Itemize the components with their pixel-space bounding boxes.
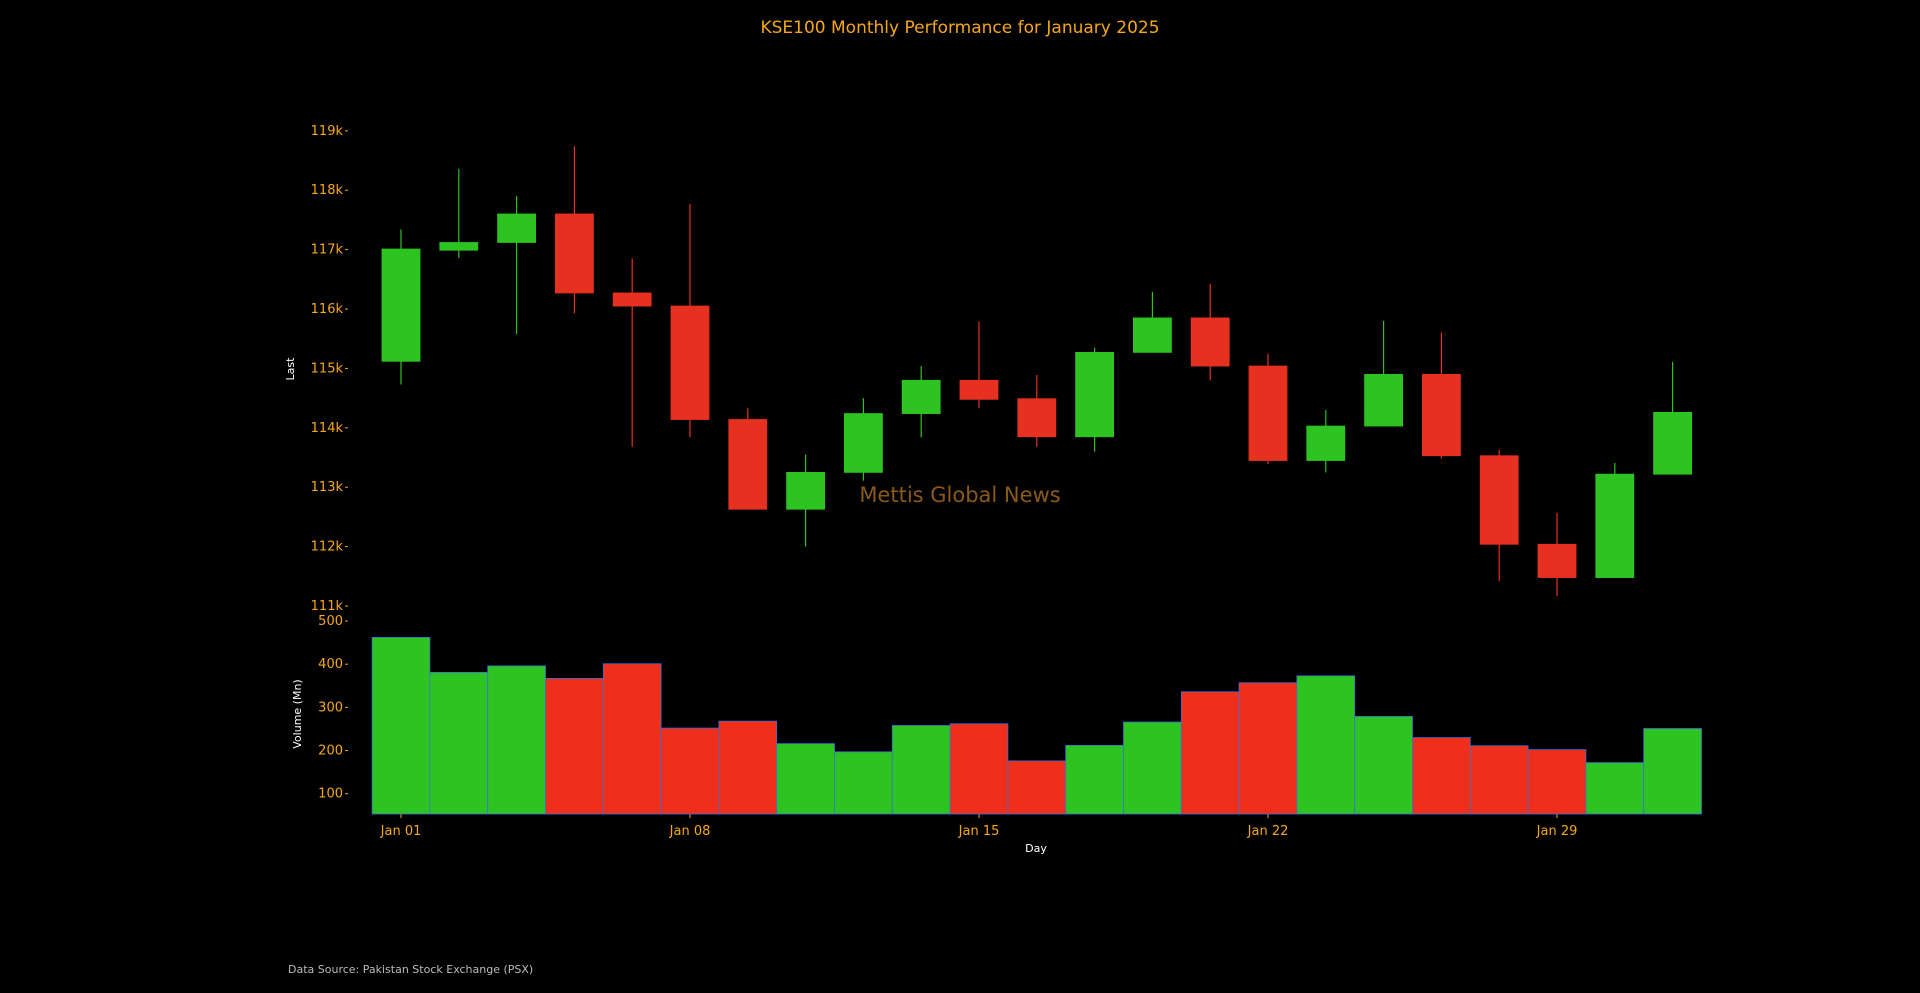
x-tick-label: Jan 22 xyxy=(1247,824,1289,839)
candle-body xyxy=(901,379,941,414)
volume-bar xyxy=(1354,716,1413,815)
volume-bar xyxy=(949,723,1009,815)
candle-body xyxy=(1537,543,1577,578)
volume-bar xyxy=(1412,737,1471,815)
volume-bar xyxy=(1643,728,1702,815)
volume-bar xyxy=(1123,721,1182,815)
price-tick-label: 115k xyxy=(311,361,344,376)
price-tick-label: 118k xyxy=(311,183,344,198)
volume-bar xyxy=(776,743,835,815)
candlesticks xyxy=(381,146,1692,596)
volume-bar xyxy=(718,720,778,815)
x-tick-label: Jan 01 xyxy=(380,824,422,839)
volume-bar xyxy=(1469,745,1529,815)
price-tick-label: 119k xyxy=(311,124,344,139)
candle-body xyxy=(1422,373,1461,457)
volume-bar xyxy=(1180,691,1240,815)
candle-body xyxy=(439,242,479,251)
price-tick-label: 117k xyxy=(311,243,344,258)
volume-bar xyxy=(1238,682,1298,815)
candle-body xyxy=(844,413,883,473)
price-tick-label: 114k xyxy=(311,421,344,436)
candle-body xyxy=(1190,317,1230,367)
volume-bar xyxy=(545,678,604,815)
volume-bar xyxy=(602,663,662,815)
volume-tick-label: 400 xyxy=(318,657,343,672)
candle-body xyxy=(1479,455,1519,545)
volume-tick-label: 500 xyxy=(318,614,343,629)
candle-body xyxy=(1133,317,1172,353)
volume-bar xyxy=(371,637,431,815)
volume-bar xyxy=(487,665,546,815)
candle-body xyxy=(959,379,999,400)
volume-tick-label: 100 xyxy=(318,787,343,802)
candle-body xyxy=(1017,398,1057,438)
volume-bar xyxy=(834,751,893,815)
volume-bar xyxy=(1065,744,1124,815)
volume-bar xyxy=(1007,760,1067,815)
volume-bar xyxy=(429,671,489,815)
x-tick-label: Jan 15 xyxy=(958,824,1000,839)
data-source-footer: Data Source: Pakistan Stock Exchange (PS… xyxy=(288,963,533,976)
x-tick-label: Jan 08 xyxy=(669,824,711,839)
price-panel: 111k 112k 113k 114k 115k 116k 117k 118k 119k xyxy=(311,124,348,614)
x-axis: Jan 01 Jan 08 Jan 15 Jan 22 Jan 29 xyxy=(380,814,1578,839)
candle-body xyxy=(670,305,710,420)
volume-panel: 100 200 300 400 500 xyxy=(318,614,348,802)
candle-body xyxy=(728,419,768,510)
chart-title: KSE100 Monthly Performance for January 2… xyxy=(760,18,1159,38)
volume-tick-label: 300 xyxy=(318,700,343,715)
volume-bar xyxy=(1585,762,1645,815)
price-tick-label: 111k xyxy=(311,599,344,614)
volume-tick-label: 200 xyxy=(318,744,343,759)
candle-body xyxy=(612,292,652,307)
volume-bar xyxy=(660,727,720,815)
candle-body xyxy=(1075,351,1114,438)
price-tick-label: 112k xyxy=(311,540,344,555)
candle-body xyxy=(381,248,421,362)
candle-body xyxy=(555,213,594,294)
price-tick-label: 113k xyxy=(311,480,344,495)
price-tick-label: 116k xyxy=(311,302,344,317)
volume-bar xyxy=(1296,675,1356,815)
candle-body xyxy=(497,213,537,243)
price-axis-label: Last xyxy=(284,357,297,381)
volume-bars xyxy=(371,637,1702,815)
volume-axis-label: Volume (Mn) xyxy=(291,679,304,748)
candle-body xyxy=(1248,365,1288,461)
volume-bar xyxy=(891,725,951,815)
candle-body xyxy=(1595,473,1635,578)
watermark: Mettis Global News xyxy=(859,483,1060,507)
volume-bar xyxy=(1527,749,1587,815)
x-axis-label: Day xyxy=(1025,842,1047,855)
candle-body xyxy=(1306,425,1346,461)
candle-body xyxy=(1364,373,1403,427)
x-tick-label: Jan 29 xyxy=(1536,824,1578,839)
candle-body xyxy=(786,471,825,510)
candle-body xyxy=(1653,411,1692,475)
